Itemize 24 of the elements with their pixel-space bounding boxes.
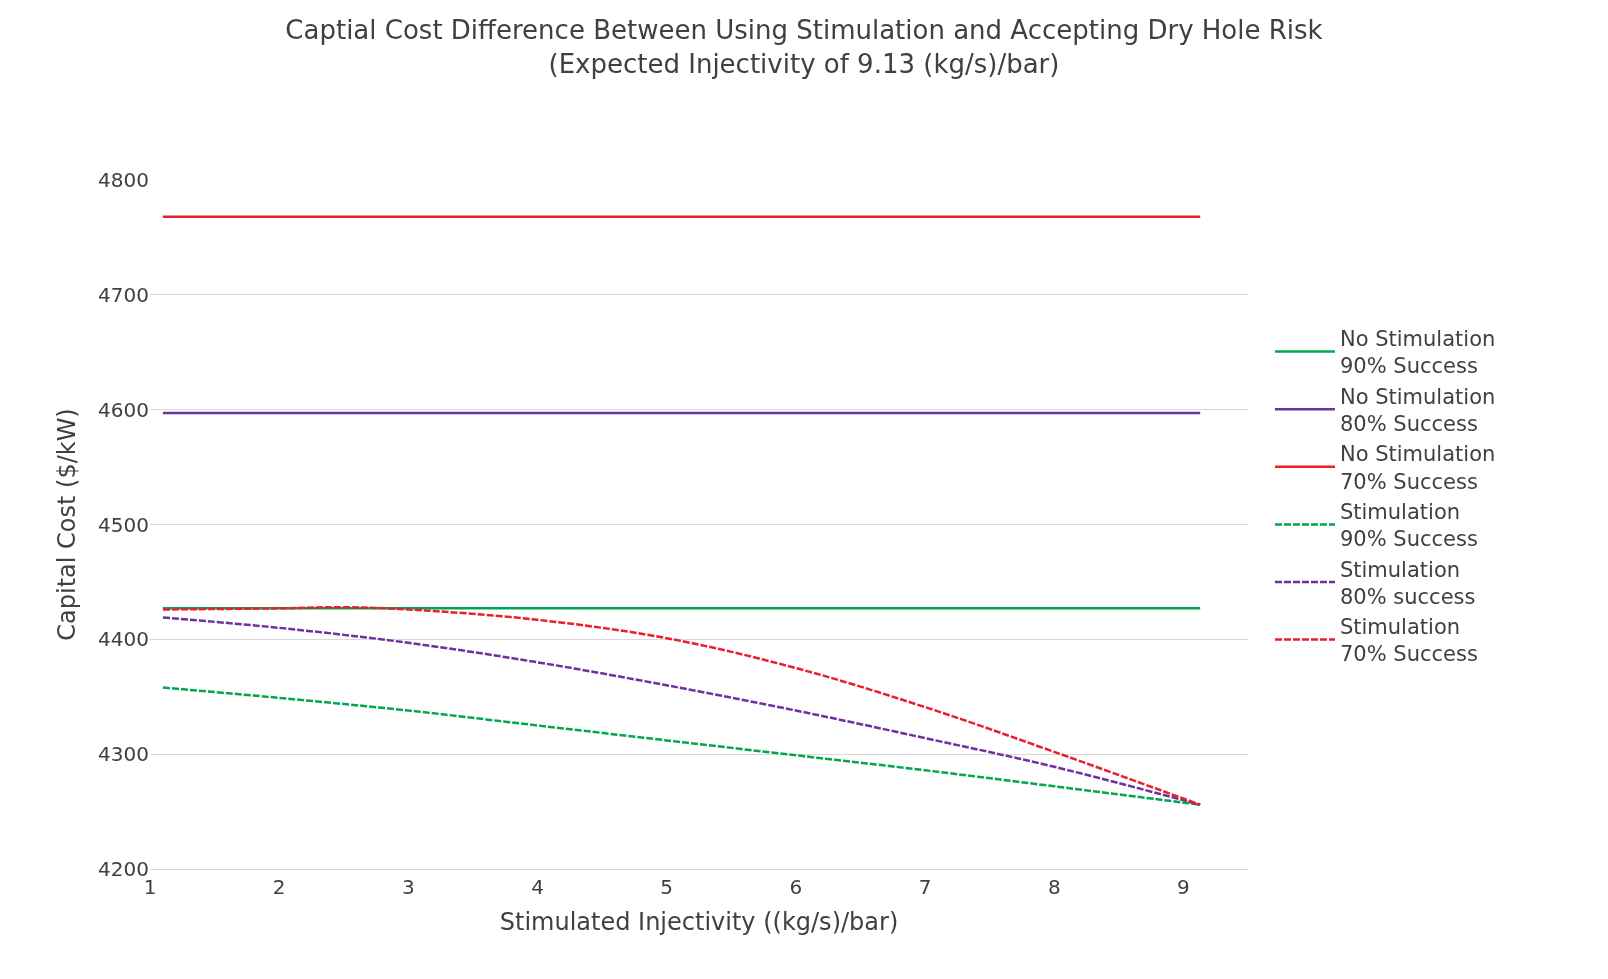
legend-label: No Stimulation 90% Success	[1339, 327, 1496, 379]
legend-label: Stimulation 70% Success	[1339, 615, 1478, 667]
x-tick-label: 2	[272, 875, 286, 899]
legend-label: No Stimulation 70% Success	[1339, 442, 1496, 494]
legend-label: No Stimulation 80% Success	[1339, 384, 1496, 437]
y-tick-label: 4600	[98, 397, 149, 422]
legend-label: Stimulation 90% Success	[1339, 499, 1478, 552]
y-tick-label: 4800	[98, 168, 149, 192]
y-tick-label: 4400	[98, 627, 149, 652]
chart-title: Captial Cost Difference Between Using Stimulation and Accepting Dry Hole Risk	[285, 15, 1323, 46]
legend-label: Stimulation 80% success	[1339, 557, 1476, 609]
x-tick-label: 4	[531, 875, 544, 899]
x-tick-label: 8	[1047, 875, 1061, 899]
y-tick-label: 4500	[98, 512, 149, 537]
y-axis-title: Capital Cost ($/kW)	[53, 408, 82, 641]
x-tick-label: 9	[1177, 875, 1190, 899]
x-tick-label: 6	[789, 875, 803, 899]
x-tick-label: 7	[918, 875, 932, 899]
chart-subtitle: (Expected Injectivity of 9.13 (kg/s)/bar)	[548, 48, 1060, 79]
y-tick-label: 4700	[98, 282, 149, 307]
x-tick-label: 5	[660, 875, 674, 899]
x-axis-title: Stimulated Injectivity ((kg/s)/bar)	[499, 908, 899, 937]
y-tick-label: 4300	[98, 742, 149, 767]
x-tick-label: 3	[401, 875, 415, 899]
